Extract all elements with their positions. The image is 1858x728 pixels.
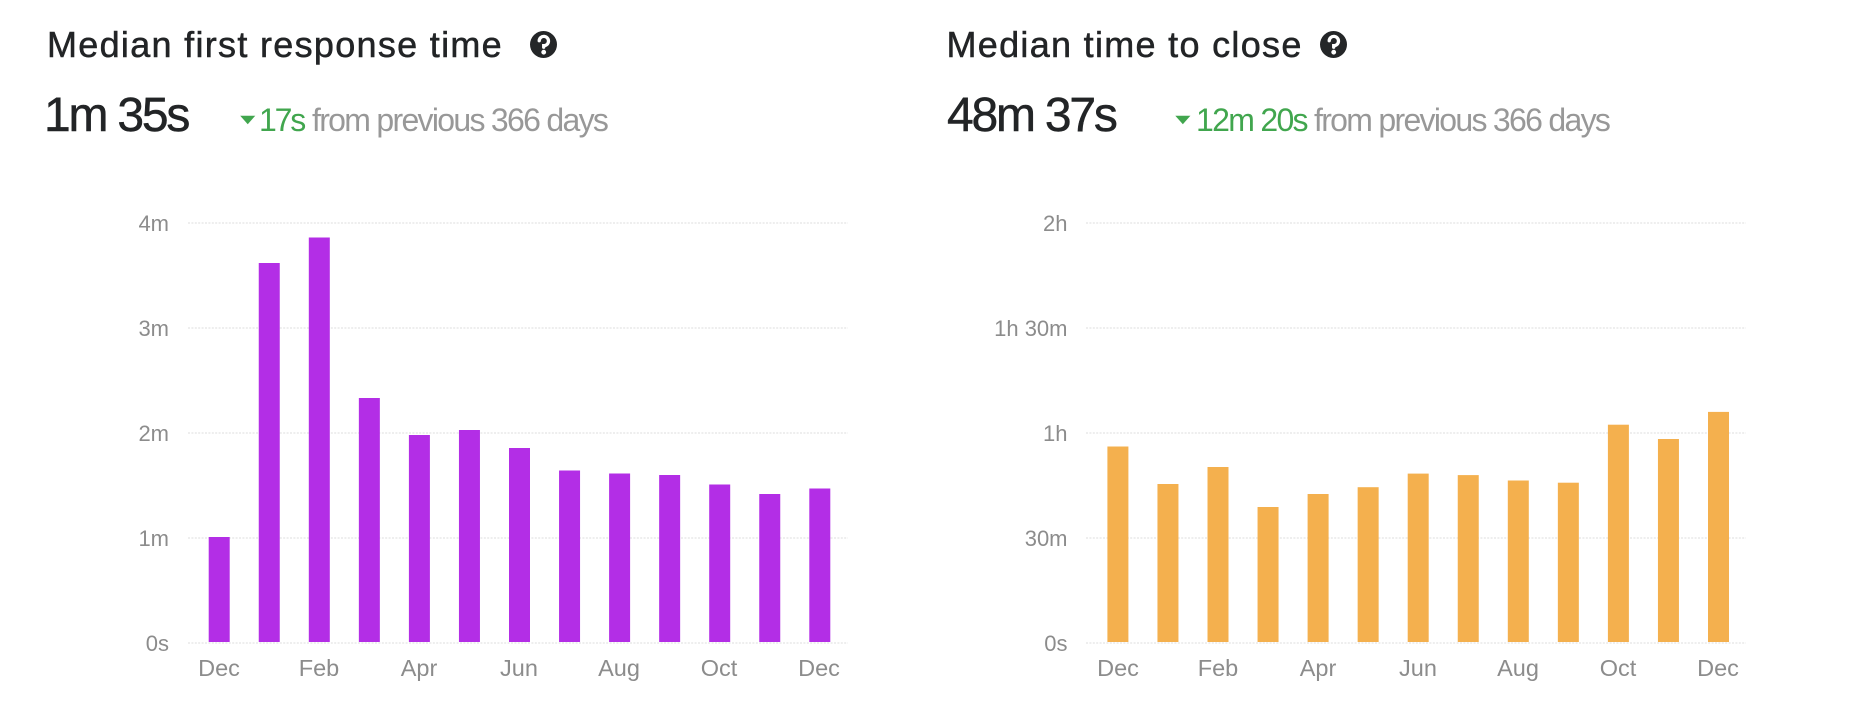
- svg-text:0s: 0s: [146, 631, 169, 656]
- svg-text:Aug: Aug: [598, 655, 640, 681]
- svg-text:Aug: Aug: [1497, 655, 1539, 681]
- svg-text:3m: 3m: [138, 316, 169, 341]
- svg-text:Jun: Jun: [1399, 655, 1437, 681]
- svg-text:1m: 1m: [138, 526, 169, 551]
- svg-text:1h 30m: 1h 30m: [994, 316, 1067, 341]
- svg-text:Oct: Oct: [701, 655, 738, 681]
- svg-text:30m: 30m: [1025, 526, 1068, 551]
- svg-text:0s: 0s: [1044, 631, 1067, 656]
- svg-text:Dec: Dec: [798, 655, 840, 681]
- svg-text:4m: 4m: [138, 211, 169, 236]
- svg-text:Feb: Feb: [1198, 655, 1239, 681]
- svg-text:Oct: Oct: [1600, 655, 1637, 681]
- svg-text:Dec: Dec: [198, 655, 240, 681]
- svg-text:Apr: Apr: [1300, 655, 1337, 681]
- svg-text:2h: 2h: [1043, 211, 1067, 236]
- svg-text:Dec: Dec: [1097, 655, 1139, 681]
- svg-text:2m: 2m: [138, 421, 169, 446]
- svg-text:Jun: Jun: [500, 655, 538, 681]
- svg-text:Apr: Apr: [401, 655, 438, 681]
- svg-text:Feb: Feb: [299, 655, 340, 681]
- svg-text:Dec: Dec: [1697, 655, 1739, 681]
- svg-text:1h: 1h: [1043, 421, 1067, 446]
